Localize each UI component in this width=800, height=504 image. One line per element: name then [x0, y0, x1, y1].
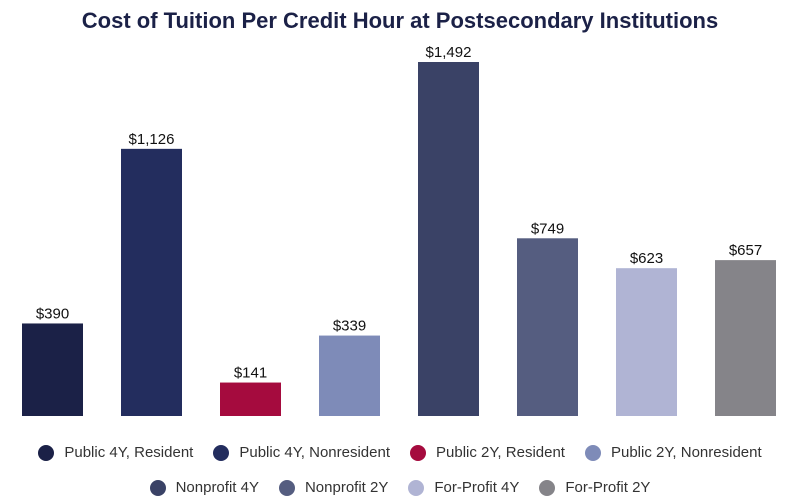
bar-5: [418, 62, 479, 416]
bar-value-label: $657: [729, 242, 762, 259]
bar-1: [22, 323, 83, 416]
bar-value-label: $749: [531, 220, 564, 237]
bar-3: [220, 382, 281, 416]
legend-row-2: Nonprofit 4Y Nonprofit 2Y For-Profit 4Y For…: [0, 479, 800, 496]
bar-value-label: $623: [630, 250, 663, 267]
bar-value-label: $1,492: [426, 44, 472, 61]
bar-7: [616, 268, 677, 416]
legend-label: For-Profit 2Y: [565, 479, 651, 496]
legend-item: Public 4Y, Nonresident: [213, 444, 390, 461]
bar-8: [715, 260, 776, 416]
legend-swatch-icon: [408, 479, 425, 496]
legend-label: Nonprofit 4Y: [175, 479, 259, 496]
bar-value-label: $339: [333, 318, 366, 335]
legend-label: For-Profit 4Y: [434, 479, 520, 496]
legend-item: Public 2Y, Nonresident: [584, 444, 762, 461]
legend-item: For-Profit 2Y: [539, 479, 650, 496]
legend-item: Nonprofit 4Y: [149, 479, 259, 496]
legend-label: Public 4Y, Nonresident: [239, 444, 390, 461]
bar-value-label: $390: [36, 305, 69, 322]
legend-item: Public 4Y, Resident: [38, 444, 193, 461]
bar-value-label: $141: [234, 365, 267, 382]
bar-2: [121, 148, 182, 416]
legend-swatch-icon: [539, 479, 556, 496]
legend-item: Public 2Y, Resident: [410, 444, 565, 461]
legend-swatch-icon: [278, 479, 295, 496]
legend-label: Public 2Y, Resident: [436, 444, 565, 461]
legend-label: Public 4Y, Resident: [64, 444, 194, 461]
bar-chart: $390 $1,126 $141 $339 $1,492 $749 $623 $657: [22, 44, 776, 416]
legend-swatch-icon: [149, 479, 166, 496]
legend-item: For-Profit 4Y: [408, 479, 519, 496]
bar-6: [517, 238, 578, 416]
chart-title: Cost of Tuition Per Credit Hour at Posts…: [81, 8, 719, 33]
legend-label: Public 2Y, Nonresident: [610, 444, 762, 461]
legend-swatch-icon: [410, 444, 426, 461]
legend-swatch-icon: [38, 444, 55, 461]
legend-item: Nonprofit 2Y: [278, 479, 389, 496]
legend-swatch-icon: [584, 444, 601, 461]
legend-swatch-icon: [213, 444, 230, 461]
legend-label: Nonprofit 2Y: [304, 479, 389, 496]
bar-value-label: $1,126: [129, 131, 175, 148]
legend-row-1: Public 4Y, Resident Public 4Y, Nonresiden…: [0, 444, 800, 461]
bar-4: [319, 335, 380, 416]
